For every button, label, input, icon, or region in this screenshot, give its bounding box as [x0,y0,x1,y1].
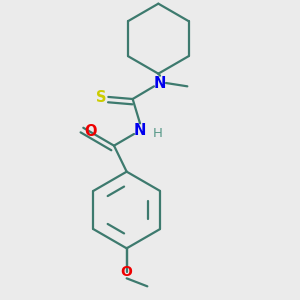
Text: N: N [154,76,166,91]
Text: H: H [152,127,162,140]
Text: N: N [134,123,146,138]
Text: O: O [84,124,96,139]
Text: O: O [121,265,133,279]
Text: S: S [96,90,106,105]
